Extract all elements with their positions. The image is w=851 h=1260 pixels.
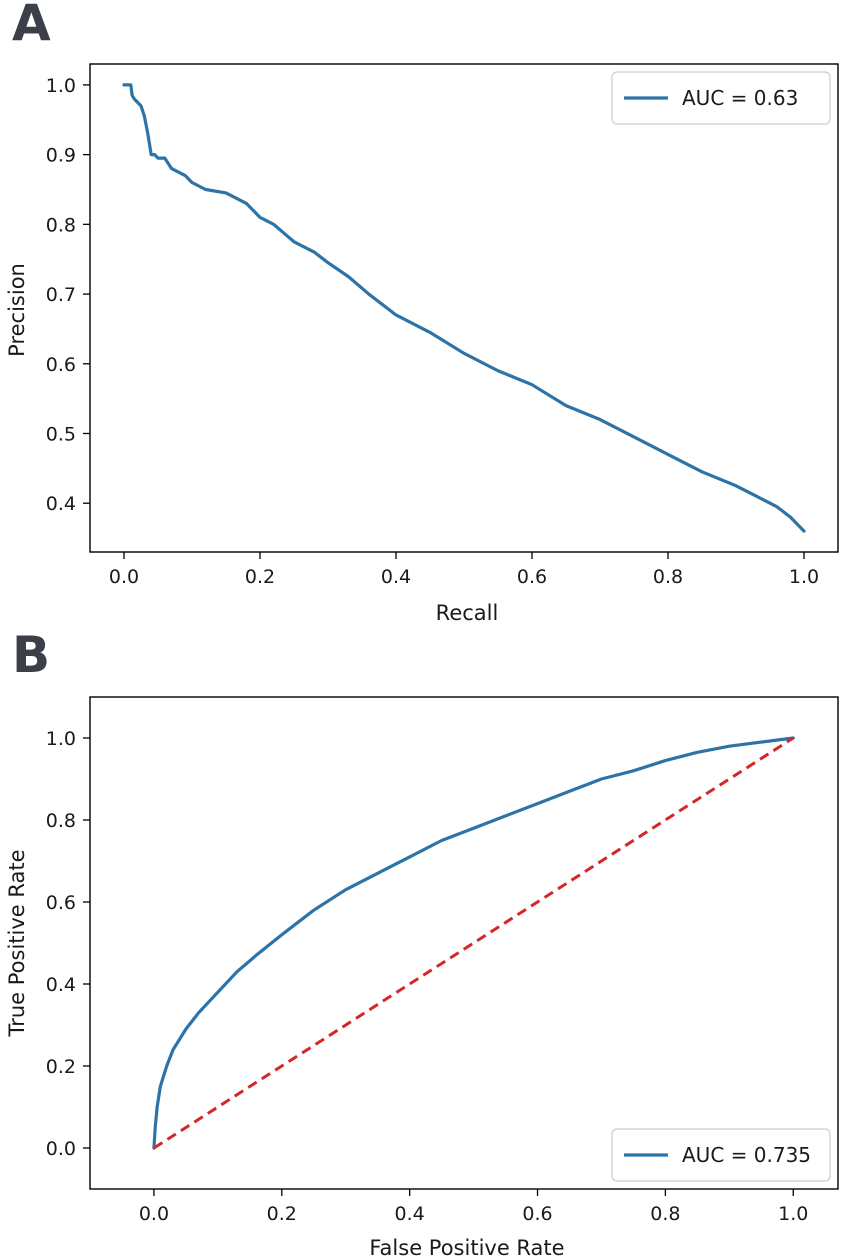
x-tick-label: 0.0 (109, 566, 139, 588)
y-axis-label: Precision (5, 263, 29, 357)
axes-frame (89, 63, 839, 553)
x-tick-label: 0.2 (267, 1203, 297, 1225)
x-tick-label: 0.6 (522, 1203, 552, 1225)
panel-a: A 0.0 0.2 0.4 0.6 0.8 1.0 0.4 0.5 0.6 0.7 0.8 0.9 1.0… (5, 0, 839, 625)
series-line (122, 83, 806, 533)
legend-label: AUC = 0.63 (682, 86, 798, 110)
x-tick-label: 0.4 (395, 1203, 425, 1225)
panel-b: B 0.0 0.2 0.4 0.6 0.8 1.0 0.0 0.2 0.4 0.6 0.8 1.0 Fal… (5, 626, 839, 1260)
x-tick-label: 1.0 (789, 566, 819, 588)
y-tick-label: 0.4 (46, 493, 76, 515)
y-tick-label: 0.9 (46, 145, 76, 167)
y-tick-label: 0.7 (46, 284, 76, 306)
chance-line (153, 736, 795, 1150)
series-line (152, 736, 795, 1150)
axes-frame (89, 696, 839, 1190)
x-tick-label: 0.4 (381, 566, 411, 588)
y-tick-label: 0.6 (46, 354, 76, 376)
x-tick-label: 0.2 (245, 566, 275, 588)
x-tick-label: 0.8 (653, 566, 683, 588)
y-tick-label: 0.5 (46, 423, 76, 445)
x-tick-label: 1.0 (778, 1203, 808, 1225)
y-axis-label: True Positive Rate (5, 849, 29, 1037)
x-axis-label: Recall (436, 601, 499, 625)
legend: AUC = 0.63 (611, 71, 831, 125)
panel-label: B (12, 626, 50, 684)
legend-box (611, 71, 831, 125)
y-tick-label: 1.0 (46, 75, 76, 97)
legend: AUC = 0.735 (611, 1128, 831, 1182)
panel-label: A (12, 0, 51, 52)
x-tick-label: 0.8 (650, 1203, 680, 1225)
y-tick-label: 0.8 (46, 214, 76, 236)
legend-label: AUC = 0.735 (682, 1143, 811, 1167)
y-tick-label: 0.0 (46, 1138, 76, 1160)
y-tick-label: 1.0 (46, 728, 76, 750)
y-tick-label: 0.8 (46, 810, 76, 832)
x-tick-label: 0.6 (517, 566, 547, 588)
y-tick-label: 0.4 (46, 974, 76, 996)
x-tick-label: 0.0 (139, 1203, 169, 1225)
y-tick-label: 0.2 (46, 1056, 76, 1078)
y-tick-label: 0.6 (46, 892, 76, 914)
x-axis-label: False Positive Rate (369, 1236, 564, 1260)
legend-box (611, 1128, 831, 1182)
